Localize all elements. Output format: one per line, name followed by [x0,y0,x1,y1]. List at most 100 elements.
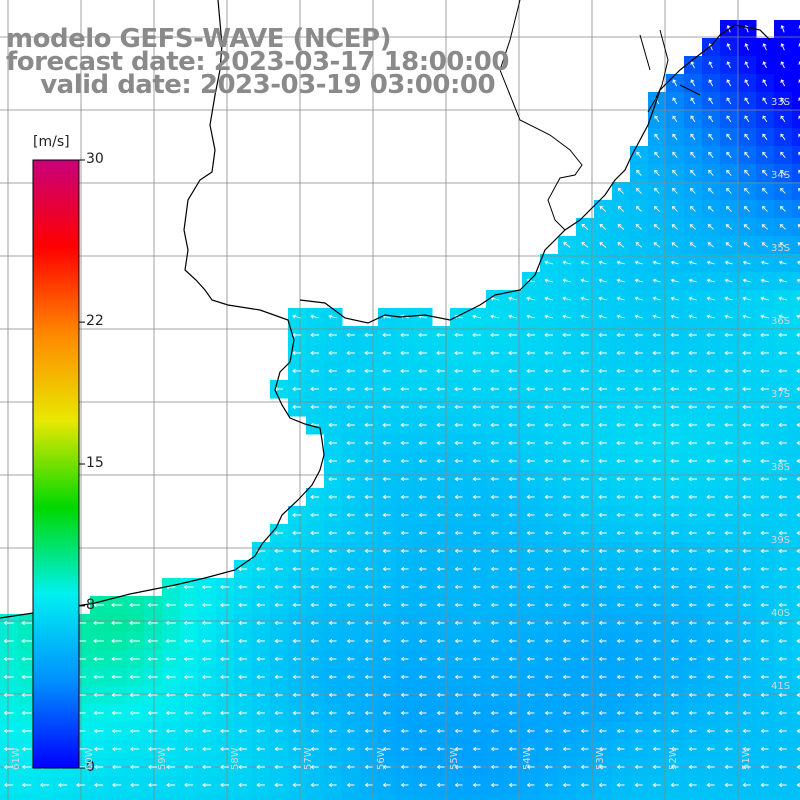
wind-arrow [472,386,481,392]
wind-arrow [617,187,624,194]
wind-arrow [364,728,373,734]
wind-arrow [796,260,800,265]
wind-arrow [796,620,800,626]
wind-arrow [634,476,643,482]
wind-arrow [400,746,409,752]
wind-arrow [581,224,589,230]
wind-arrow [544,566,553,572]
wind-arrow [310,530,319,536]
wind-arrow [760,638,769,644]
wind-speed-cell [396,794,415,800]
wind-arrow [346,440,355,446]
wind-arrow [310,332,320,338]
wind-speed-cell [522,794,541,800]
wind-arrow [165,620,176,626]
wind-arrow [382,368,391,374]
wind-arrow [3,782,14,788]
wind-arrow [670,440,680,446]
wind-arrow [328,332,337,338]
wind-arrow [508,548,517,554]
wind-arrow [652,350,661,356]
wind-arrow [724,638,733,644]
wind-arrow [688,602,697,608]
wind-arrow [762,61,767,69]
wind-arrow [743,242,751,248]
longitude-label: 55W [449,747,460,770]
wind-arrow [760,566,769,572]
wind-arrow [490,548,499,554]
wind-speed-cell [792,200,800,219]
wind-arrow [400,638,409,644]
wind-arrow [634,782,643,788]
wind-arrow [274,530,284,536]
wind-arrow [598,314,607,319]
wind-arrow [93,656,104,662]
wind-arrow [671,206,678,212]
wind-arrow [454,728,463,734]
wind-arrow [796,314,800,319]
wind-arrow [544,350,553,356]
wind-speed-cell [342,794,361,800]
wind-arrow [490,386,499,392]
wind-arrow [544,494,553,500]
wind-arrow [580,260,589,265]
wind-arrow [690,187,696,194]
wind-arrow [616,476,625,482]
wind-arrow [580,404,589,410]
wind-arrow [654,151,660,158]
wind-arrow [508,746,517,752]
wind-arrow [310,602,319,608]
wind-arrow [670,710,679,716]
wind-arrow [744,169,750,176]
wind-arrow [796,368,800,374]
wind-arrow [544,296,554,301]
wind-arrow [562,404,571,410]
wind-speed-cell [792,596,800,615]
wind-arrow [780,133,786,141]
wind-arrow [690,169,696,176]
wind-arrow [346,422,355,428]
wind-arrow [454,656,463,662]
wind-arrow [382,332,391,338]
wind-speed-cell [792,434,800,453]
wind-arrow [634,620,643,626]
wind-speed-cell [792,650,800,669]
wind-speed-cell [90,794,109,800]
wind-arrow [616,440,626,446]
wind-speed-cell [648,794,667,800]
wind-arrow [670,530,679,536]
wind-arrow [778,782,787,788]
wind-arrow [778,566,787,572]
wind-arrow [111,638,122,644]
wind-arrow [382,422,391,428]
wind-arrow [760,584,769,590]
wind-arrow [724,746,733,752]
wind-arrow [454,620,463,626]
wind-arrow [760,260,769,265]
wind-arrow [328,476,337,482]
wind-arrow [39,782,50,788]
wind-arrow [382,746,391,752]
wind-arrow [742,764,751,770]
wind-arrow [436,620,445,626]
wind-arrow [598,278,607,283]
wind-arrow [418,674,427,680]
wind-arrow [328,350,337,356]
wind-arrow [562,368,571,374]
wind-arrow [508,584,517,590]
wind-arrow [760,746,769,752]
wind-arrow [778,638,787,644]
wind-arrow [672,115,678,123]
wind-arrow [508,494,517,500]
wind-arrow [725,242,733,248]
wind-arrow [726,115,732,123]
wind-arrow [508,368,517,374]
wind-arrow [742,602,751,608]
wind-arrow [780,169,786,176]
wind-arrow [454,638,463,644]
wind-arrow [418,422,427,428]
wind-arrow [490,602,499,608]
wind-arrow [472,422,481,428]
wind-arrow [418,692,427,698]
wind-speed-cell [738,794,757,800]
